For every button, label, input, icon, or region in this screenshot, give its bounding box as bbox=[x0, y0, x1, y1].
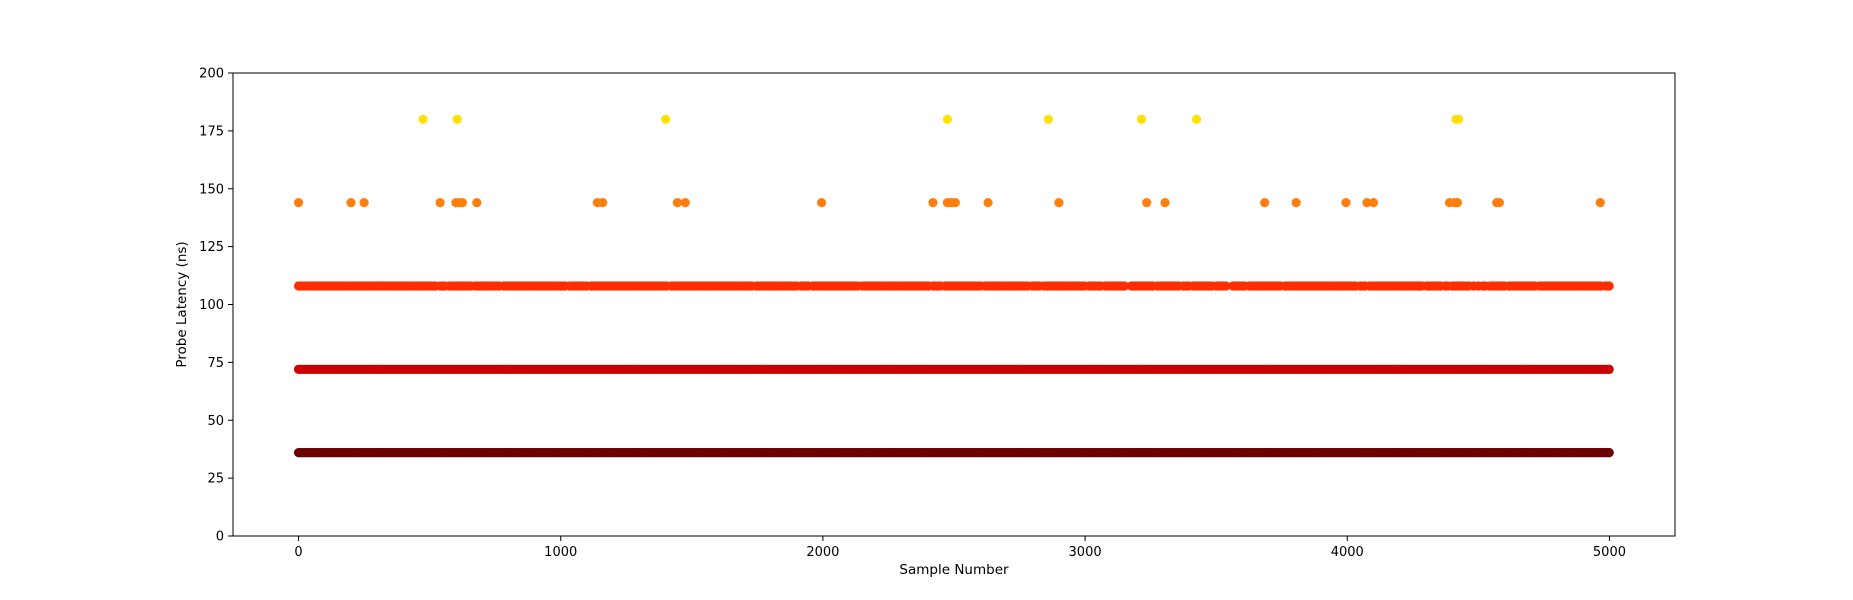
data-point-144 bbox=[293, 198, 304, 208]
data-point-144 bbox=[680, 198, 690, 208]
data-point-180 bbox=[418, 114, 428, 124]
x-tick-label: 2000 bbox=[806, 545, 839, 560]
data-point-180 bbox=[452, 114, 462, 124]
axes-layer: 0 1000 2000 3000 4000 5000 0 25 50 75 100 125 150 175… bbox=[199, 67, 1626, 561]
data-point-144 bbox=[1452, 198, 1462, 208]
x-axis-title: Sample Number bbox=[899, 562, 1009, 578]
data-point-144 bbox=[1368, 198, 1379, 208]
data-point-144 bbox=[1494, 198, 1504, 208]
data-point-36 bbox=[1604, 448, 1614, 458]
x-tick-label: 5000 bbox=[1593, 545, 1626, 560]
data-point-144 bbox=[359, 198, 369, 208]
data-point-108 bbox=[1604, 281, 1614, 291]
data-point-144 bbox=[1160, 198, 1170, 208]
points-layer bbox=[293, 114, 1614, 458]
y-tick-label: 100 bbox=[199, 298, 224, 313]
x-tick-label: 1000 bbox=[544, 545, 577, 560]
x-tick-label: 4000 bbox=[1331, 545, 1364, 560]
data-point-144 bbox=[1260, 198, 1270, 208]
data-point-144 bbox=[1054, 198, 1064, 208]
data-point-144 bbox=[928, 198, 938, 208]
data-point-180 bbox=[1191, 114, 1202, 124]
data-point-72 bbox=[1604, 364, 1614, 374]
x-tick-label: 3000 bbox=[1069, 545, 1102, 560]
data-point-144 bbox=[472, 198, 482, 208]
y-tick-label: 200 bbox=[199, 67, 224, 82]
y-tick-label: 75 bbox=[207, 356, 224, 371]
data-point-180 bbox=[1136, 114, 1147, 124]
y-axis-title: Probe Latency (ns) bbox=[174, 241, 190, 367]
data-point-108 bbox=[1119, 281, 1130, 291]
data-point-180 bbox=[1454, 114, 1464, 124]
y-tick-label: 25 bbox=[207, 472, 224, 487]
data-point-144 bbox=[816, 198, 827, 208]
data-point-144 bbox=[435, 198, 445, 208]
y-tick-label: 150 bbox=[199, 182, 224, 197]
data-point-144 bbox=[1362, 198, 1372, 208]
data-point-144 bbox=[346, 198, 356, 208]
y-tick-label: 125 bbox=[199, 240, 224, 255]
y-tick-label: 50 bbox=[207, 414, 224, 429]
y-tick-label: 175 bbox=[199, 124, 224, 139]
data-point-180 bbox=[942, 114, 953, 124]
data-point-144 bbox=[1341, 198, 1351, 208]
data-point-108 bbox=[1221, 281, 1231, 291]
y-tick-label: 0 bbox=[216, 530, 224, 545]
data-point-144 bbox=[1291, 198, 1301, 208]
data-point-144 bbox=[950, 198, 960, 208]
data-point-144 bbox=[1142, 198, 1152, 208]
data-point-144 bbox=[1595, 198, 1605, 208]
data-point-144 bbox=[672, 198, 682, 208]
data-point-144 bbox=[983, 198, 993, 208]
x-tick-label: 0 bbox=[294, 545, 302, 560]
data-point-144 bbox=[598, 198, 608, 208]
data-point-180 bbox=[661, 114, 671, 124]
data-point-144 bbox=[457, 198, 468, 208]
data-point-180 bbox=[1043, 114, 1053, 124]
plot-area-frame bbox=[232, 72, 1676, 537]
